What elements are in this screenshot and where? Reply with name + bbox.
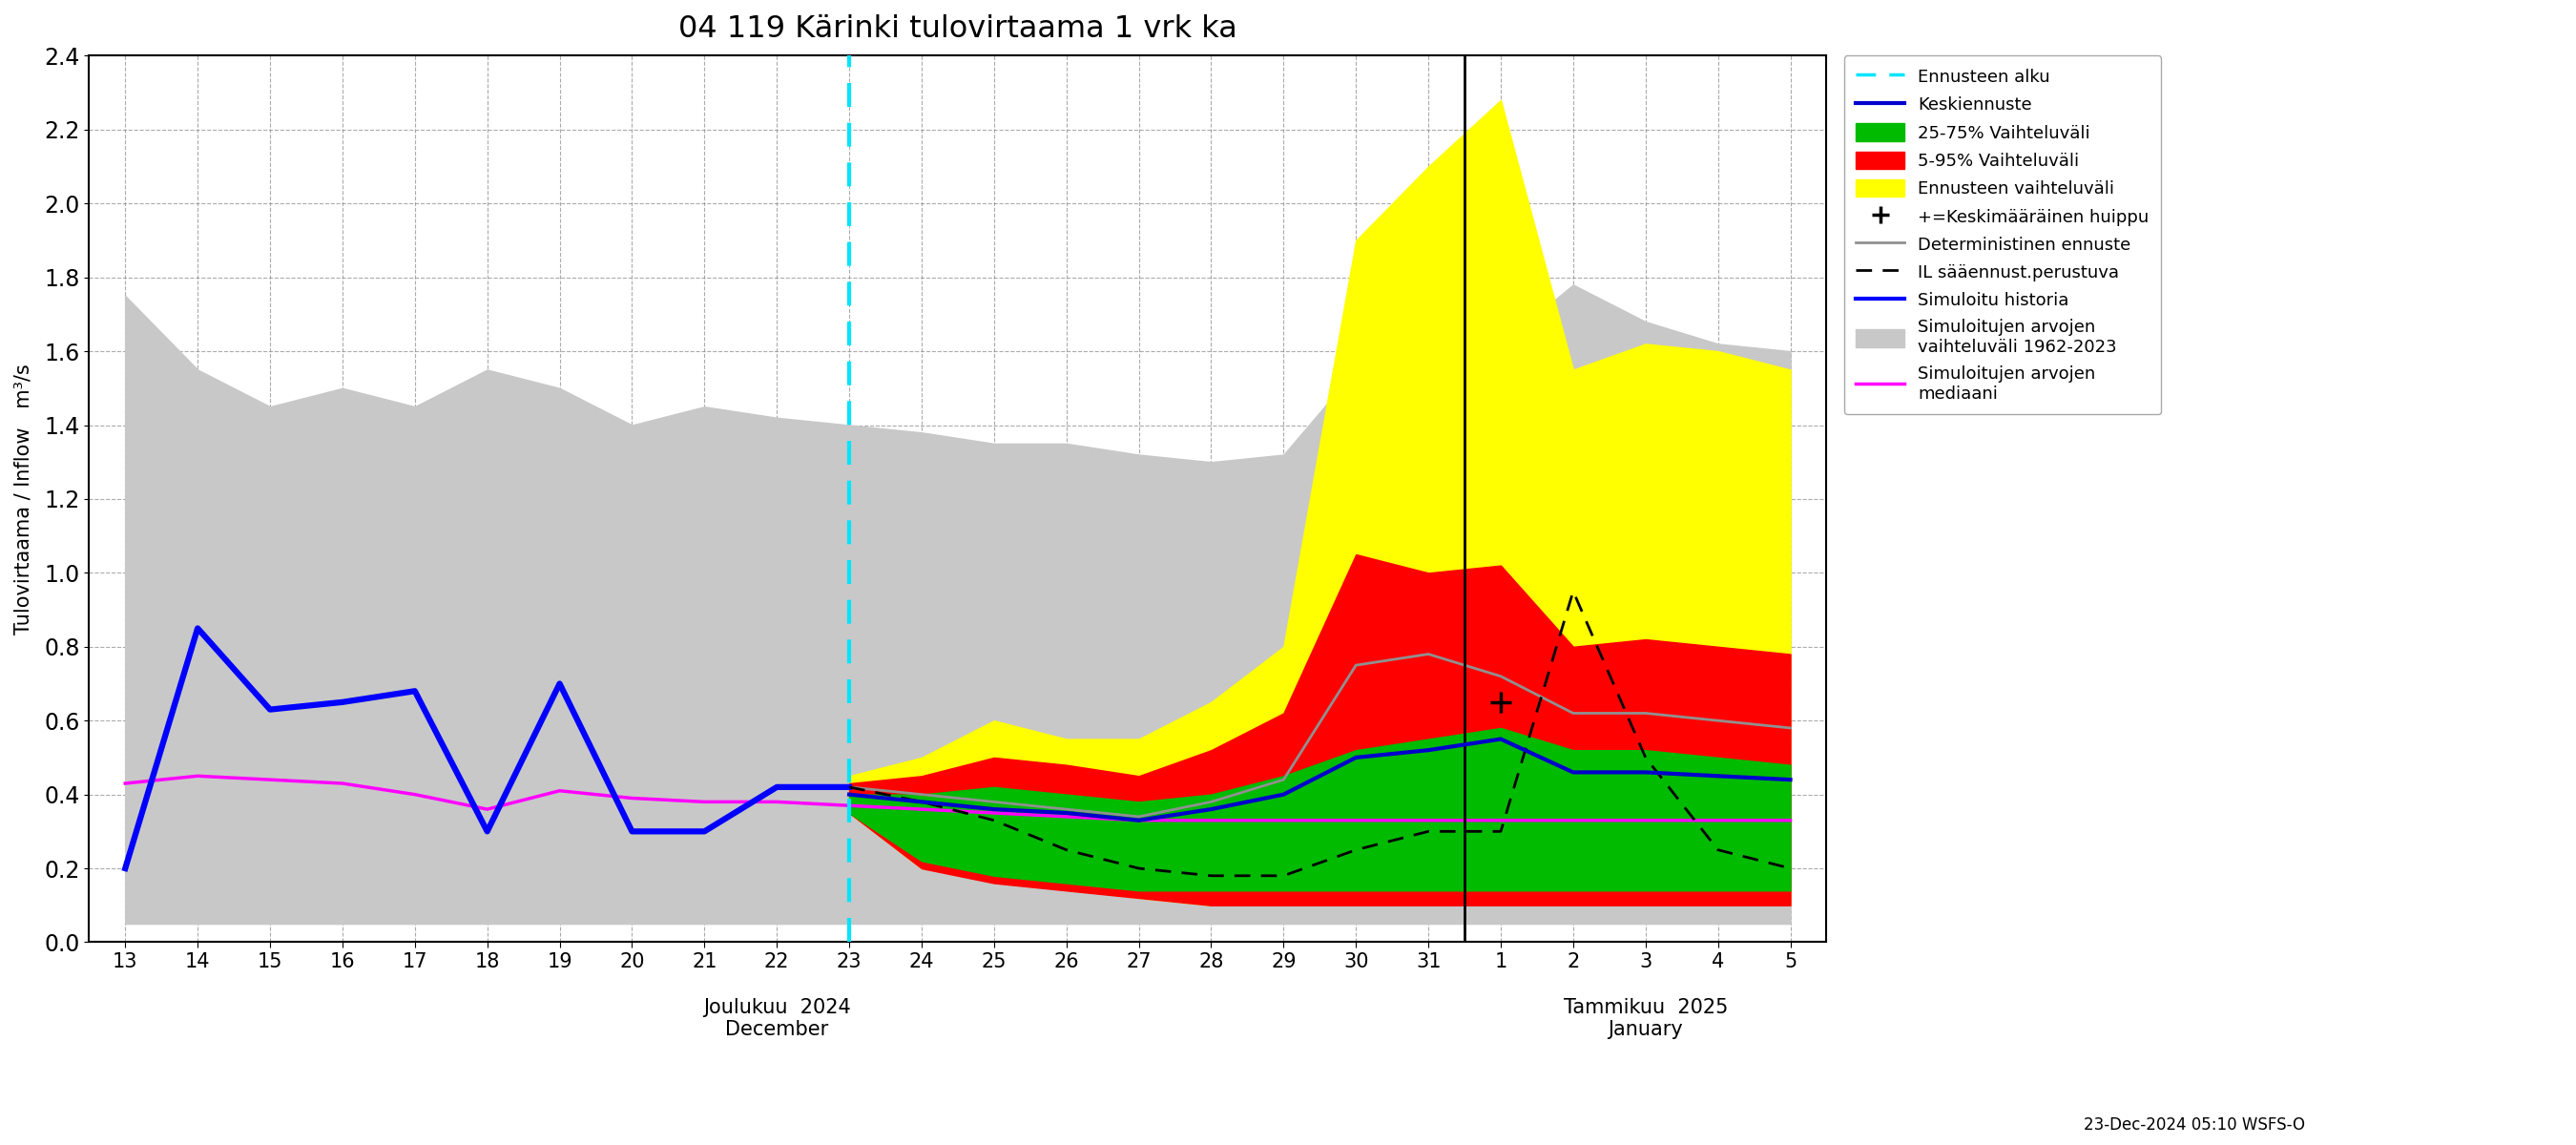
Text: 23-Dec-2024 05:10 WSFS-O: 23-Dec-2024 05:10 WSFS-O (2084, 1116, 2306, 1134)
Title: 04 119 Kärinki tulovirtaama 1 vrk ka: 04 119 Kärinki tulovirtaama 1 vrk ka (677, 14, 1236, 44)
Text: Joulukuu  2024
December: Joulukuu 2024 December (703, 997, 850, 1040)
Y-axis label: Tulovirtaama / Inflow   m³/s: Tulovirtaama / Inflow m³/s (15, 364, 33, 634)
Text: Tammikuu  2025
January: Tammikuu 2025 January (1564, 997, 1728, 1040)
Legend: Ennusteen alku, Keskiennuste, 25-75% Vaihteluväli, 5-95% Vaihteluväli, Ennusteen: Ennusteen alku, Keskiennuste, 25-75% Vai… (1844, 55, 2161, 414)
